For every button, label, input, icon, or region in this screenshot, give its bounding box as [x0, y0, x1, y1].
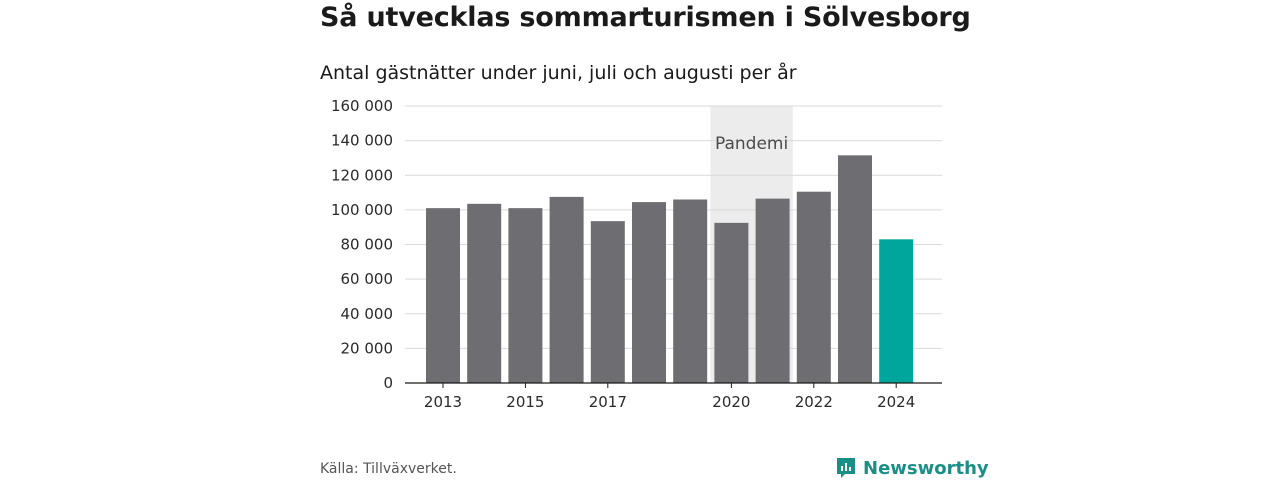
x-tick-label: 2020	[712, 393, 750, 411]
bar-2024	[879, 239, 914, 383]
bar-2023	[838, 155, 872, 383]
bar-2014	[467, 203, 502, 383]
chart-subtitle: Antal gästnätter under juni, juli och au…	[320, 62, 797, 84]
y-tick-label: 100 000	[331, 201, 393, 219]
brand-name: Newsworthy	[863, 457, 989, 479]
y-tick-label: 160 000	[331, 97, 393, 115]
newsworthy-logo-icon	[837, 458, 855, 478]
y-tick-label: 140 000	[331, 132, 393, 150]
x-tick-label: 2024	[877, 393, 915, 411]
y-tick-label: 120 000	[331, 166, 393, 184]
source-note: Källa: Tillväxverket.	[320, 461, 457, 477]
bar-2020	[714, 222, 749, 383]
annotation-label: Pandemi	[715, 134, 788, 154]
chart-title: Så utvecklas sommarturismen i Sölvesborg	[320, 2, 971, 33]
y-tick-label: 0	[383, 374, 393, 392]
x-tick-label: 2015	[506, 393, 544, 411]
bar-2015	[508, 208, 543, 383]
x-tick-label: 2022	[795, 393, 833, 411]
bar-2021	[755, 198, 790, 383]
y-tick-label: 20 000	[341, 339, 394, 357]
x-tick-label: 2017	[589, 393, 627, 411]
bar-2017	[590, 221, 625, 383]
brand-logo: Newsworthy	[835, 455, 989, 481]
y-tick-label: 60 000	[341, 270, 394, 288]
y-tick-label: 40 000	[341, 305, 394, 323]
bar-2019	[673, 199, 708, 383]
y-tick-label: 80 000	[341, 236, 394, 254]
bar-2016	[549, 196, 584, 383]
x-tick-label: 2013	[424, 393, 462, 411]
bar-2022	[796, 191, 831, 383]
bar-2018	[632, 202, 666, 383]
bar-2013	[426, 208, 460, 383]
